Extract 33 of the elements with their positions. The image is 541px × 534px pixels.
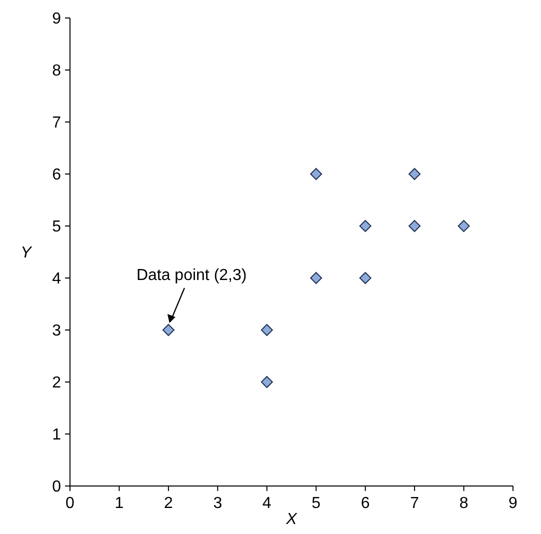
y-tick-label: 8 bbox=[52, 62, 62, 80]
x-axis-title: X bbox=[285, 511, 298, 528]
x-tick-label: 2 bbox=[164, 495, 173, 512]
point bbox=[260, 324, 273, 336]
y-tick-label: 9 bbox=[52, 10, 62, 28]
point bbox=[310, 272, 322, 284]
x-tick-label: 3 bbox=[213, 495, 222, 512]
x-tick-label: 7 bbox=[410, 495, 420, 512]
x-tick-label: 6 bbox=[360, 495, 370, 512]
point bbox=[310, 168, 322, 180]
y-tick-label: 4 bbox=[52, 270, 62, 288]
y-tick-label: 3 bbox=[52, 322, 62, 340]
point bbox=[359, 272, 372, 284]
x-tick-label: 0 bbox=[66, 495, 75, 512]
x-tick-label: 9 bbox=[508, 495, 518, 512]
point bbox=[408, 220, 421, 232]
x-tick-label: 4 bbox=[262, 495, 272, 512]
y-tick-label: 0 bbox=[52, 478, 62, 496]
annotation: Data point (2,3) bbox=[136, 267, 247, 284]
y-axis-title: Y bbox=[20, 244, 33, 262]
y-tick-label: 7 bbox=[52, 114, 62, 132]
point bbox=[408, 168, 421, 180]
x-tick-label: 8 bbox=[459, 495, 468, 512]
point bbox=[359, 220, 372, 232]
y-tick-label: 2 bbox=[52, 374, 62, 392]
y-tick-label: 6 bbox=[52, 166, 62, 184]
x-tick-label: 1 bbox=[114, 495, 124, 512]
point bbox=[162, 324, 174, 336]
y-tick-label: 1 bbox=[52, 426, 62, 444]
x-tick-label: 5 bbox=[312, 495, 321, 512]
point bbox=[458, 220, 470, 232]
y-tick-label: 5 bbox=[52, 218, 62, 236]
point bbox=[260, 376, 273, 388]
